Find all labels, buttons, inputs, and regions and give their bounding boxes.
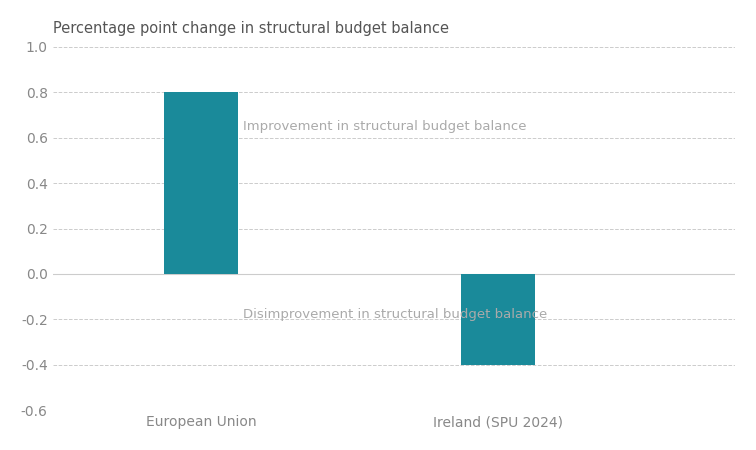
Text: Disimprovement in structural budget balance: Disimprovement in structural budget bala… — [243, 308, 547, 321]
Text: Improvement in structural budget balance: Improvement in structural budget balance — [243, 120, 526, 133]
Bar — [460, 274, 534, 365]
Bar — [164, 92, 238, 274]
Text: Percentage point change in structural budget balance: Percentage point change in structural bu… — [53, 21, 448, 36]
